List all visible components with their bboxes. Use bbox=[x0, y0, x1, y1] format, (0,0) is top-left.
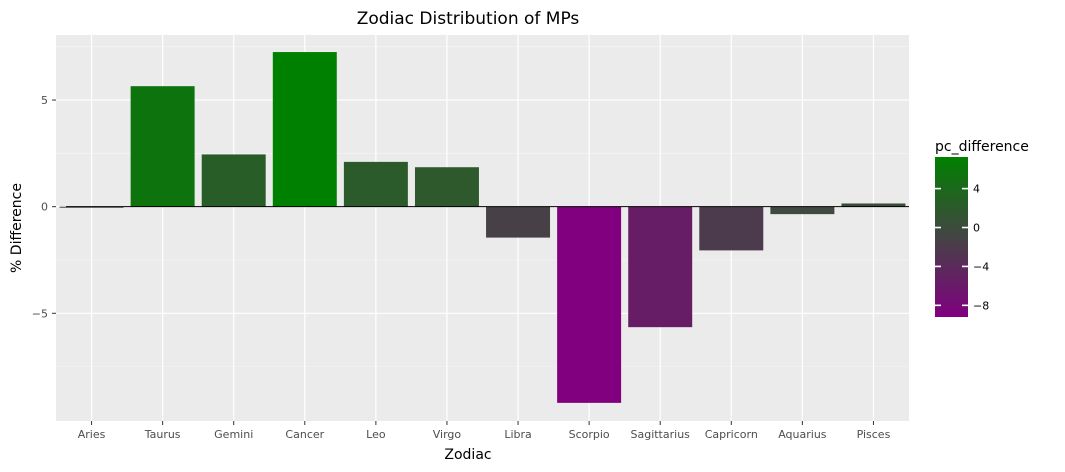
legend-colorbar bbox=[935, 157, 968, 317]
chart-title: Zodiac Distribution of MPs bbox=[357, 9, 580, 29]
x-tick-label: Capricorn bbox=[705, 428, 758, 441]
y-axis: −5 0 5 bbox=[32, 94, 56, 320]
x-tick-label: Virgo bbox=[433, 428, 462, 441]
bar-libra bbox=[486, 206, 551, 238]
bar-taurus bbox=[130, 86, 195, 207]
bar-pisces bbox=[841, 203, 906, 207]
legend-tick-label: −8 bbox=[973, 299, 989, 312]
x-tick-label: Aquarius bbox=[778, 428, 827, 441]
x-tick-label: Cancer bbox=[285, 428, 324, 441]
bar-gemini bbox=[201, 154, 266, 207]
bar-aquarius bbox=[770, 206, 835, 215]
bar-sagittarius bbox=[628, 206, 693, 328]
legend-title: pc_difference bbox=[935, 139, 1029, 155]
y-tick-label: 0 bbox=[41, 201, 48, 214]
bar-virgo bbox=[414, 167, 479, 207]
x-axis: Aries Taurus Gemini Cancer Leo Virgo Libra Scor… bbox=[78, 421, 891, 441]
bar-leo bbox=[343, 161, 408, 207]
y-tick-label: 5 bbox=[41, 94, 48, 107]
x-tick-label: Leo bbox=[366, 428, 386, 441]
legend-tick-label: −4 bbox=[973, 260, 989, 273]
bar-aries bbox=[59, 206, 124, 208]
legend-tick-label: 0 bbox=[973, 222, 980, 235]
y-axis-title: % Difference bbox=[9, 183, 25, 273]
plot-panel bbox=[56, 35, 909, 421]
bar-capricorn bbox=[699, 206, 764, 251]
x-tick-label: Taurus bbox=[144, 428, 181, 441]
legend-tick-label: 4 bbox=[973, 183, 980, 196]
legend-ticks: 4 0 −4 −8 bbox=[935, 183, 989, 312]
legend: pc_difference 4 0 −4 −8 bbox=[935, 139, 1029, 317]
y-tick-label: −5 bbox=[32, 307, 48, 320]
x-tick-label: Sagittarius bbox=[630, 428, 690, 441]
x-axis-title: Zodiac bbox=[444, 447, 491, 463]
x-tick-label: Aries bbox=[78, 428, 106, 441]
bars bbox=[59, 52, 906, 403]
x-tick-label: Scorpio bbox=[569, 428, 610, 441]
x-tick-label: Libra bbox=[504, 428, 531, 441]
x-tick-label: Gemini bbox=[214, 428, 253, 441]
x-tick-label: Pisces bbox=[857, 428, 891, 441]
bar-cancer bbox=[272, 52, 337, 207]
bar-scorpio bbox=[557, 206, 622, 403]
